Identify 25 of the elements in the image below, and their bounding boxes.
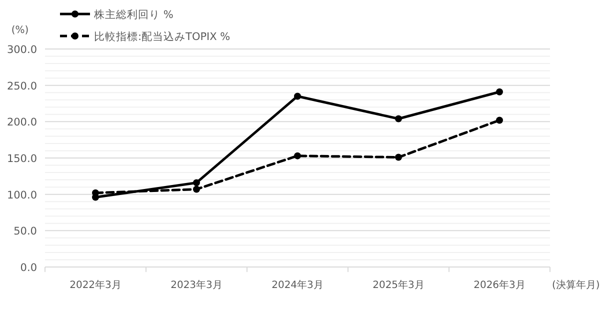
- point: [395, 115, 402, 122]
- x-tick-label: 2022年3月: [70, 279, 122, 291]
- y-tick-label: 200.0: [6, 116, 37, 129]
- text: 0.0: [20, 262, 37, 274]
- point: [496, 116, 503, 124]
- x-tick-label: 2023年3月: [170, 279, 222, 291]
- point: [193, 186, 200, 193]
- legend-label: 比較指標:配当込みTOPIX %: [94, 30, 230, 43]
- y-tick-label: 150.0: [6, 153, 37, 165]
- y-tick-label: 50.0: [14, 226, 37, 238]
- x-tick-label: 2024年3月: [272, 279, 324, 291]
- point: [395, 154, 402, 161]
- point: [92, 189, 99, 196]
- x-tick-label: 2025年3月: [372, 279, 424, 291]
- y-axis-title: (%): [11, 25, 29, 36]
- legend-label: 株主総利回り %: [93, 8, 174, 21]
- y-tick-label: 100.0: [6, 189, 37, 202]
- y-tick-label: 300.0: [6, 44, 37, 56]
- point: [294, 92, 301, 100]
- point: [193, 179, 200, 186]
- x-tick-label: 2026年3月: [474, 279, 526, 291]
- x-axis-title: (決算年月): [552, 279, 600, 291]
- point: [294, 152, 301, 160]
- y-tick-label: 250.0: [6, 80, 37, 92]
- point: [496, 88, 503, 96]
